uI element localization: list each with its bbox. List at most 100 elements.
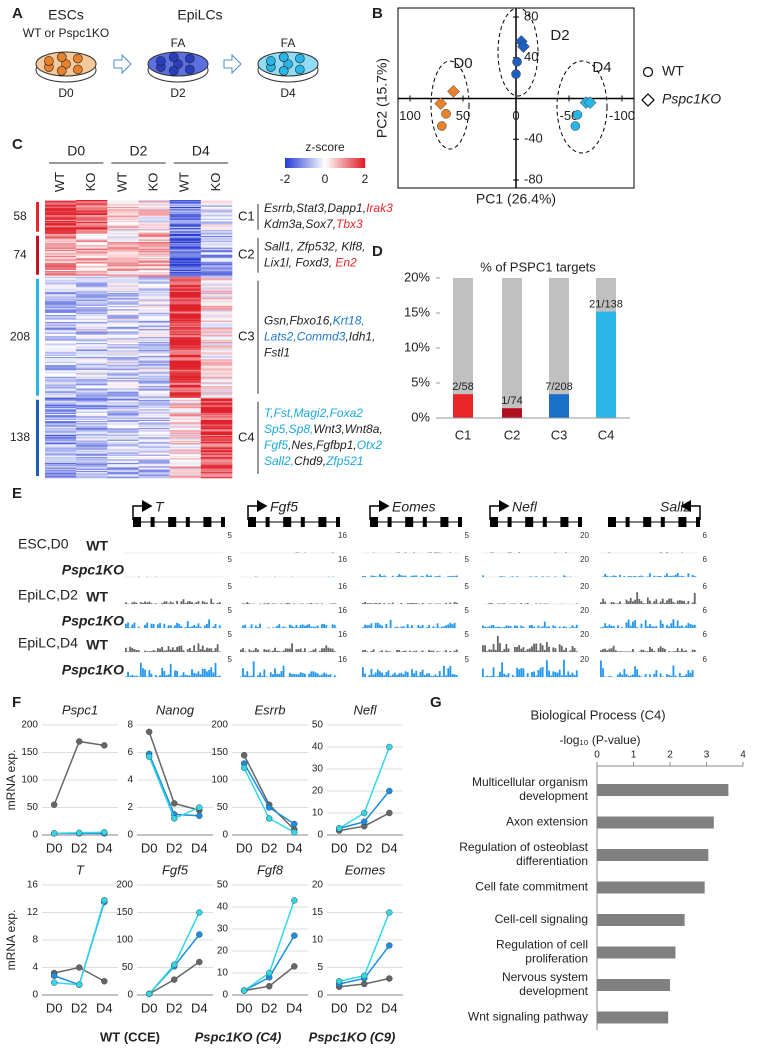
track-peak	[310, 602, 313, 604]
track-peak	[546, 626, 548, 628]
cell	[173, 59, 183, 69]
heatmap-cell	[45, 358, 77, 360]
legend-label: WT (CCE)	[100, 1029, 160, 1044]
heatmap-cell	[107, 366, 139, 368]
track-peak	[666, 624, 668, 628]
heatmap-cell	[45, 433, 77, 436]
heatmap-cell	[200, 203, 233, 205]
heatmap-cell	[169, 405, 202, 408]
heatmap-cell	[76, 400, 108, 402]
heatmap-cell	[76, 473, 108, 475]
heatmap-cell	[200, 259, 233, 261]
heatmap-cell	[76, 465, 108, 467]
gene-title: T	[155, 499, 165, 515]
y-tick-label: 40	[217, 902, 229, 913]
heatmap-cell	[107, 438, 139, 440]
heatmap-cell	[45, 448, 77, 451]
heatmap-cell	[107, 234, 139, 237]
heatmap-cell	[45, 259, 77, 261]
track-peak	[191, 602, 193, 604]
track-peak	[571, 672, 574, 677]
heatmap-cell	[107, 381, 139, 383]
heatmap-cell	[107, 294, 139, 296]
track-peak	[428, 575, 430, 577]
track-peak	[381, 650, 383, 652]
category-line: development	[519, 984, 588, 998]
heatmap-cell	[76, 370, 108, 373]
heatmap-cell	[45, 416, 77, 418]
track-peak	[610, 601, 613, 604]
heatmap-cell	[169, 377, 202, 380]
heatmap-cell	[76, 201, 108, 203]
track-peak	[537, 650, 540, 652]
heatmap-cell	[45, 301, 77, 303]
track-peak	[670, 598, 673, 604]
heatmap-cell	[138, 298, 170, 301]
heatmap-cell	[169, 434, 202, 437]
y-tick-label: 150	[21, 747, 38, 758]
heatmap-cell	[169, 340, 202, 343]
heatmap-cell	[107, 437, 139, 439]
panel-label: E	[12, 485, 22, 502]
heatmap-cell	[107, 443, 139, 445]
heatmap-cell	[138, 351, 170, 353]
track-peak	[484, 645, 486, 652]
track-peak	[206, 671, 208, 677]
heatmap-cell	[45, 208, 77, 210]
heatmap-cell	[200, 218, 233, 221]
heatmap-cell	[45, 298, 77, 301]
heatmap-cell	[107, 431, 139, 433]
track-genotype: Pspc1KO	[62, 662, 124, 678]
heatmap-cell	[200, 210, 233, 212]
track-peak	[488, 603, 491, 604]
heatmap-cell	[107, 307, 139, 309]
heatmap-cell	[76, 380, 108, 382]
point	[266, 804, 273, 811]
heatmap-cell	[200, 431, 233, 433]
track-peak	[642, 649, 645, 652]
value-label: 21/138	[589, 299, 623, 311]
track-peak	[447, 576, 450, 577]
point	[171, 976, 178, 983]
heatmap-cell	[45, 309, 77, 311]
gene-title: Nefl	[512, 499, 538, 515]
heatmap-cell	[107, 274, 139, 276]
heatmap-cell	[45, 215, 77, 217]
heatmap-cell	[107, 415, 139, 417]
heatmap-cell	[200, 359, 233, 361]
track-peak	[531, 624, 533, 628]
x-axis-label: PC1 (26.4%)	[476, 191, 556, 207]
track-peak	[318, 650, 321, 652]
heatmap-cell	[200, 368, 233, 371]
y-tick-label: 150	[116, 907, 133, 918]
heatmap-cell	[45, 408, 77, 410]
track-scale: 5	[465, 582, 470, 591]
track-peak	[689, 672, 692, 677]
category-line: Regulation of osteoblast	[459, 840, 588, 854]
track-peak	[541, 626, 544, 628]
x-tick-label: D2	[261, 1000, 278, 1015]
heatmap-cell	[169, 323, 202, 325]
heatmap-cell	[76, 368, 108, 371]
heatmap-cell	[200, 227, 233, 230]
track-peak	[674, 603, 677, 604]
track-peak	[214, 648, 217, 652]
track-peak	[625, 674, 628, 677]
track-peak	[189, 601, 191, 604]
track-peak	[176, 622, 178, 628]
track-scale: 6	[703, 555, 708, 564]
heatmap-cell	[107, 475, 139, 478]
heatmap-cell	[107, 395, 139, 397]
heatmap-cell	[107, 268, 139, 271]
track-peak	[426, 673, 428, 677]
heatmap-cell	[200, 303, 233, 305]
track-peak	[272, 627, 274, 628]
y-tick-label: 10	[312, 808, 324, 819]
heatmap-cell	[45, 238, 77, 240]
heatmap-cell	[76, 395, 108, 397]
heatmap-cell	[76, 345, 108, 347]
heatmap-cell	[107, 218, 139, 221]
y-tick-label: -80	[524, 171, 543, 186]
track-peak	[486, 675, 489, 677]
track-peak	[449, 602, 452, 604]
